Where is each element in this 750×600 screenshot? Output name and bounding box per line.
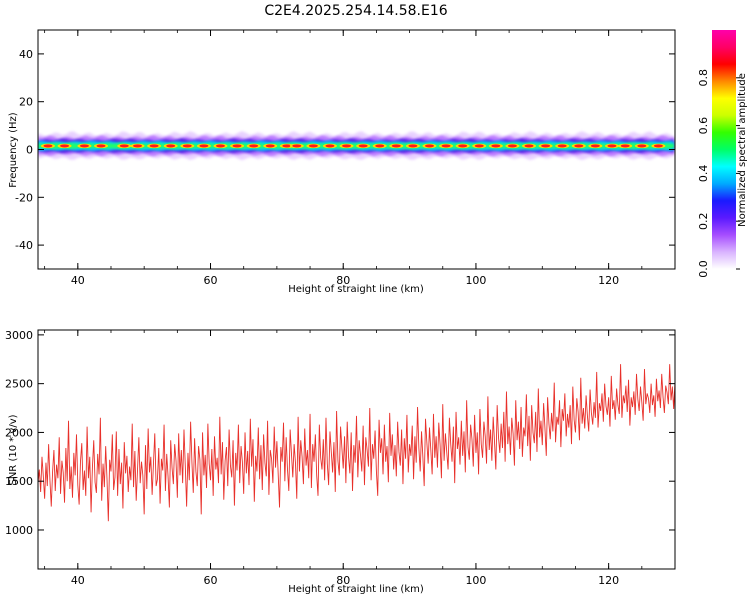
spectrogram-peak: [637, 144, 647, 148]
snr-plot-area: [38, 330, 675, 569]
spectrogram-peak: [199, 144, 209, 148]
colorbar-ticks: 0.0 0.2 0.4 0.6 0.8: [697, 69, 740, 278]
figure-title: C2E4.2025.254.14.58.E16: [264, 3, 447, 19]
spectrogram-peak: [292, 144, 302, 148]
spectrogram-x-tick-label: 60: [204, 274, 218, 287]
spectrogram-peak: [424, 144, 434, 148]
spectrogram-peak: [133, 144, 143, 148]
spectrogram-y-tick-label: 40: [19, 48, 33, 61]
snr-x-tick-label: 40: [71, 574, 85, 587]
spectrogram-peak: [653, 144, 663, 148]
colorbar-tick-label: 0.0: [697, 260, 710, 278]
snr-y-axis-label: SNR (10 * v/v): [8, 414, 19, 485]
spectrogram-x-tick-label: 120: [598, 274, 619, 287]
snr-y-tick-label: 1000: [5, 524, 33, 537]
spectrogram-peak: [458, 144, 468, 148]
spectrogram-peak: [557, 144, 567, 148]
spectrogram-peak: [308, 144, 318, 148]
spectrogram-x-tick-label: 80: [336, 274, 350, 287]
spectrogram-x-axis-label: Height of straight line (km): [288, 284, 424, 295]
spectrogram-peak: [358, 144, 368, 148]
spectrogram-x-tick-label: 100: [465, 274, 486, 287]
spectrogram-peak: [182, 144, 192, 148]
snr-y-tick-label: 2500: [5, 378, 33, 391]
spectrogram-peak: [491, 144, 501, 148]
spectrogram-peak: [574, 144, 584, 148]
spectrogram-peak: [590, 144, 600, 148]
snr-x-tick-label: 80: [336, 574, 350, 587]
snr-x-tick-label: 120: [598, 574, 619, 587]
spectrogram-peak: [408, 144, 418, 148]
spectrogram-peak: [43, 144, 53, 148]
snr-y-tick-label: 2000: [5, 426, 33, 439]
spectrogram-peak: [149, 144, 159, 148]
spectrogram-heatmap: [38, 131, 674, 161]
colorbar: 0.0 0.2 0.4 0.6 0.8 Normalized spectral ampl…: [697, 30, 748, 278]
spectrogram-peak: [215, 144, 225, 148]
colorbar-tick-label: 0.6: [697, 117, 710, 135]
colorbar-tick-label: 0.2: [697, 212, 710, 230]
spectrogram-peak: [282, 144, 292, 148]
spectrogram-y-tick-label: 0: [26, 144, 33, 157]
spectrogram-ticks: 40 60 80 100 120 40 20 0 -20 -40: [15, 30, 676, 287]
spectrogram-peak: [342, 144, 352, 148]
spectrogram-peak: [474, 144, 484, 148]
spectrogram-peak: [119, 144, 129, 148]
spectrogram-peak: [375, 144, 385, 148]
spectrogram-peak: [325, 144, 335, 148]
snr-panel: 40 60 80 100 120 3000 2500 2000 1500 1000 Height …: [5, 329, 676, 595]
snr-x-axis-label: Height of straight line (km): [288, 584, 424, 595]
spectrogram-y-tick-label: 20: [19, 96, 33, 109]
snr-series-line: [38, 364, 675, 522]
spectrogram-peak: [265, 144, 275, 148]
snr-ticks: 40 60 80 100 120 3000 2500 2000 1500 1000: [5, 329, 676, 587]
spectrogram-peak: [524, 144, 534, 148]
spectrogram-peak: [166, 144, 176, 148]
colorbar-tick-label: 0.4: [697, 165, 710, 183]
snr-frame: [37, 329, 676, 570]
spectrogram-peak: [249, 144, 259, 148]
snr-x-tick-label: 100: [465, 574, 486, 587]
spectrogram-peak: [96, 144, 106, 148]
spectrogram-y-axis-label: Frequency (Hz): [8, 112, 19, 188]
spectrogram-peak: [79, 144, 89, 148]
spectrogram-peak: [620, 144, 630, 148]
spectrogram-y-tick-label: -40: [15, 239, 33, 252]
spectrogram-peak: [391, 144, 401, 148]
colorbar-label: Normalized spectral amplitude: [737, 73, 748, 227]
colorbar-tick-label: 0.8: [697, 69, 710, 87]
spectrogram-peak: [607, 144, 617, 148]
spectrogram-panel: 40 60 80 100 120 40 20 0 -20 -40 Height of straig…: [8, 29, 676, 295]
spectrogram-x-tick-label: 40: [71, 274, 85, 287]
snr-x-tick-label: 60: [204, 574, 218, 587]
colorbar-scale: [712, 30, 736, 269]
spectrogram-peak: [60, 144, 70, 148]
spectrogram-peak: [232, 144, 242, 148]
spectrogram-peak: [441, 144, 451, 148]
spectrogram-peak: [541, 144, 551, 148]
snr-y-tick-label: 3000: [5, 329, 33, 342]
spectrogram-peak: [507, 144, 517, 148]
snr-y-tick-label: 1500: [5, 475, 33, 488]
spectrogram-y-tick-label: -20: [15, 191, 33, 204]
